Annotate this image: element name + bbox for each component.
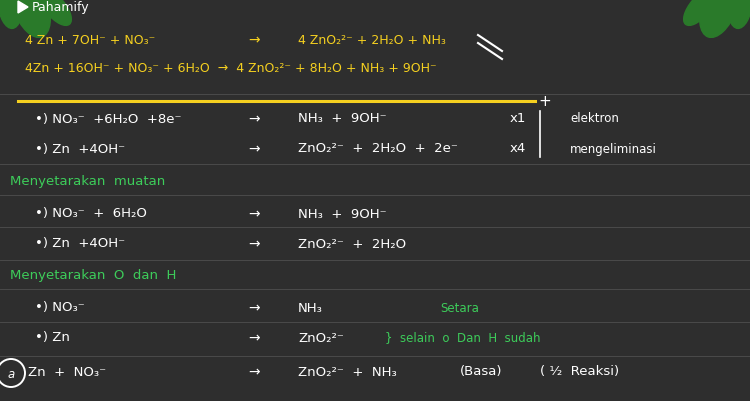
Polygon shape (18, 2, 28, 14)
Text: •) NO₃⁻: •) NO₃⁻ (35, 301, 85, 314)
Text: →: → (248, 364, 259, 378)
Ellipse shape (39, 0, 71, 26)
Text: →: → (248, 237, 259, 250)
Text: •) Zn  +4OH⁻: •) Zn +4OH⁻ (35, 142, 125, 155)
Text: (Basa): (Basa) (460, 365, 503, 378)
Text: NH₃: NH₃ (298, 301, 322, 314)
Text: }  selain  o  Dan  H  sudah: } selain o Dan H sudah (385, 331, 541, 344)
Text: x1: x1 (510, 112, 526, 125)
Ellipse shape (684, 0, 716, 26)
Text: Zn  +  NO₃⁻: Zn + NO₃⁻ (28, 365, 106, 378)
Ellipse shape (0, 0, 22, 29)
Text: •) NO₃⁻  +  6H₂O: •) NO₃⁻ + 6H₂O (35, 207, 147, 220)
Text: 4Zn + 16OH⁻ + NO₃⁻ + 6H₂O  →  4 ZnO₂²⁻ + 8H₂O + NH₃ + 9OH⁻: 4Zn + 16OH⁻ + NO₃⁻ + 6H₂O → 4 ZnO₂²⁻ + 8… (25, 61, 436, 74)
Text: Menyetarakan  O  dan  H: Menyetarakan O dan H (10, 269, 176, 282)
Text: ZnO₂²⁻  +  2H₂O: ZnO₂²⁻ + 2H₂O (298, 237, 406, 250)
Text: +: + (538, 94, 551, 109)
Text: Setara: Setara (440, 301, 479, 314)
Text: NH₃  +  9OH⁻: NH₃ + 9OH⁻ (298, 207, 387, 220)
Text: →: → (248, 112, 259, 126)
Text: •) Zn: •) Zn (35, 331, 70, 344)
Text: ZnO₂²⁻  +  2H₂O  +  2e⁻: ZnO₂²⁻ + 2H₂O + 2e⁻ (298, 142, 458, 155)
Text: →: → (248, 330, 259, 344)
Text: 4 ZnO₂²⁻ + 2H₂O + NH₃: 4 ZnO₂²⁻ + 2H₂O + NH₃ (298, 33, 446, 47)
Text: →: → (248, 33, 259, 47)
Text: elektron: elektron (570, 112, 619, 125)
Text: →: → (248, 207, 259, 221)
Text: •) NO₃⁻  +6H₂O  +8e⁻: •) NO₃⁻ +6H₂O +8e⁻ (35, 112, 182, 125)
Text: x4: x4 (510, 142, 526, 155)
Text: 4 Zn + 7OH⁻ + NO₃⁻: 4 Zn + 7OH⁻ + NO₃⁻ (25, 33, 155, 47)
Text: ( ¹⁄₂  Reaksi): ( ¹⁄₂ Reaksi) (540, 365, 620, 378)
Text: NH₃  +  9OH⁻: NH₃ + 9OH⁻ (298, 112, 387, 125)
Text: Pahamify: Pahamify (32, 1, 90, 14)
Text: mengeliminasi: mengeliminasi (570, 142, 657, 155)
Text: →: → (248, 300, 259, 314)
Ellipse shape (10, 0, 50, 38)
Text: →: → (248, 142, 259, 156)
Ellipse shape (728, 0, 750, 29)
Text: Menyetarakan  muatan: Menyetarakan muatan (10, 174, 165, 187)
Text: a: a (8, 367, 15, 380)
Text: ZnO₂²⁻: ZnO₂²⁻ (298, 331, 344, 344)
Ellipse shape (700, 0, 740, 38)
Text: •) Zn  +4OH⁻: •) Zn +4OH⁻ (35, 237, 125, 250)
Text: ZnO₂²⁻  +  NH₃: ZnO₂²⁻ + NH₃ (298, 365, 397, 378)
